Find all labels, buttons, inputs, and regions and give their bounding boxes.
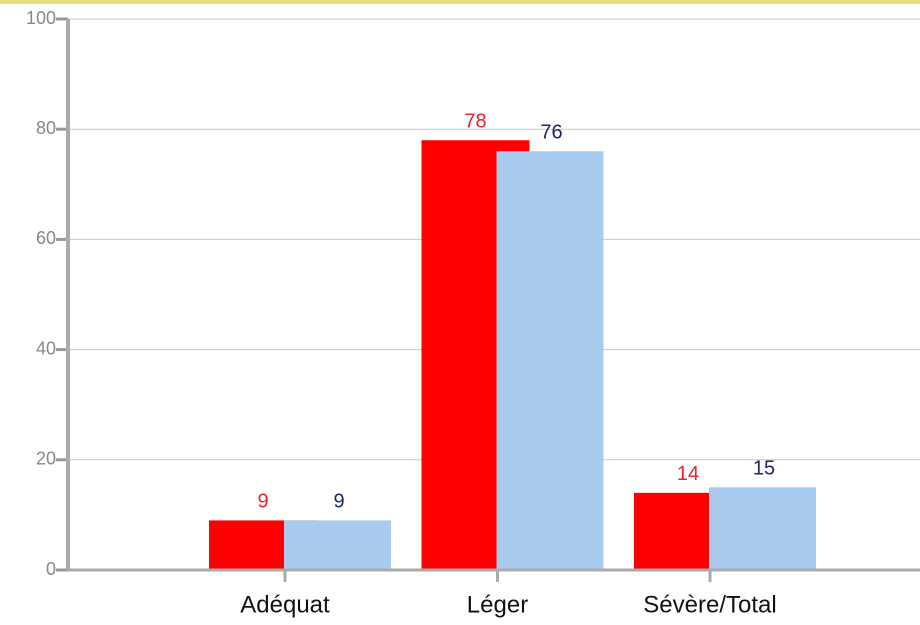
value-label: 9 bbox=[333, 491, 344, 513]
bar bbox=[284, 520, 391, 570]
value-label: 9 bbox=[257, 491, 268, 513]
value-label: 14 bbox=[677, 463, 699, 485]
value-label: 15 bbox=[753, 458, 775, 480]
y-tick-label: 60 bbox=[36, 228, 56, 248]
y-tick-label: 40 bbox=[36, 338, 56, 358]
value-label: 78 bbox=[464, 111, 486, 133]
value-label: 76 bbox=[540, 122, 562, 144]
y-tick-label: 20 bbox=[36, 449, 56, 469]
top-border bbox=[0, 0, 920, 4]
x-tick-label: Léger bbox=[467, 591, 528, 618]
bar bbox=[709, 487, 816, 570]
bar bbox=[496, 151, 604, 571]
x-tick-label: Adéquat bbox=[240, 591, 330, 618]
y-tick-label: 100 bbox=[26, 8, 56, 28]
y-tick-label: 0 bbox=[46, 559, 56, 579]
y-tick-label: 80 bbox=[36, 118, 56, 138]
x-tick-label: Sévère/Total bbox=[643, 591, 776, 618]
